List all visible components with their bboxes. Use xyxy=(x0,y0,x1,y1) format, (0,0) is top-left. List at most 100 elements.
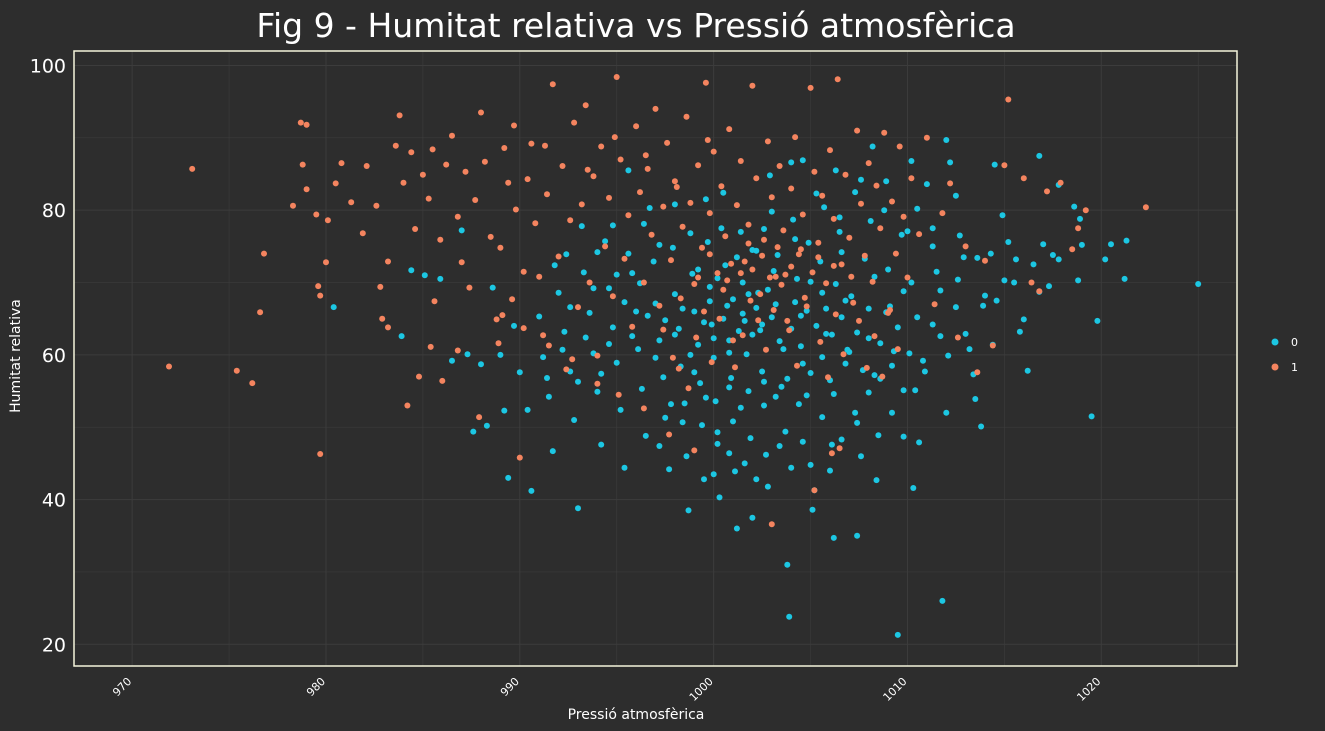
data-point-series-0 xyxy=(733,525,740,532)
legend-marker-0 xyxy=(1271,338,1279,346)
data-point-series-0 xyxy=(1121,275,1128,282)
data-point-series-0 xyxy=(656,443,663,449)
data-point-series-1 xyxy=(728,260,735,267)
data-point-series-0 xyxy=(939,597,946,604)
data-point-series-0 xyxy=(739,279,746,286)
data-point-series-1 xyxy=(466,284,473,291)
data-point-series-0 xyxy=(776,338,783,345)
data-point-series-1 xyxy=(1069,246,1076,253)
data-point-series-0 xyxy=(832,167,839,174)
data-point-series-0 xyxy=(679,419,686,426)
data-point-series-1 xyxy=(764,138,771,145)
data-point-series-1 xyxy=(511,122,517,129)
data-point-series-1 xyxy=(786,327,793,334)
data-point-series-0 xyxy=(807,370,814,376)
data-point-series-1 xyxy=(840,351,847,358)
data-point-series-0 xyxy=(852,409,859,416)
data-point-series-0 xyxy=(788,464,795,471)
data-point-series-1 xyxy=(569,356,576,363)
data-point-series-0 xyxy=(629,270,636,277)
data-point-series-0 xyxy=(1049,252,1056,258)
data-point-series-0 xyxy=(702,394,709,401)
data-point-series-1 xyxy=(609,293,616,300)
data-point-series-1 xyxy=(481,158,488,165)
data-point-series-0 xyxy=(683,453,690,460)
data-point-series-1 xyxy=(799,211,806,218)
data-point-series-1 xyxy=(865,160,872,167)
data-point-series-1 xyxy=(836,445,843,452)
data-point-series-0 xyxy=(598,370,605,377)
data-point-series-1 xyxy=(745,240,752,247)
data-point-series-0 xyxy=(437,275,444,282)
data-point-series-0 xyxy=(828,331,835,338)
data-point-series-0 xyxy=(739,310,746,317)
data-point-series-1 xyxy=(297,119,304,126)
data-point-series-0 xyxy=(871,372,878,379)
data-point-series-0 xyxy=(559,346,566,353)
data-point-series-1 xyxy=(871,333,878,340)
data-point-series-0 xyxy=(606,285,612,292)
data-point-series-0 xyxy=(830,391,837,397)
data-point-series-0 xyxy=(813,322,820,329)
data-point-series-0 xyxy=(770,268,777,274)
data-point-series-0 xyxy=(594,249,601,256)
data-point-series-1 xyxy=(739,332,746,339)
data-point-series-1 xyxy=(904,274,911,281)
data-point-series-0 xyxy=(528,487,535,494)
data-point-series-1 xyxy=(613,74,620,80)
data-point-series-1 xyxy=(1075,225,1082,232)
data-point-series-1 xyxy=(693,334,700,341)
data-point-series-0 xyxy=(865,305,872,312)
data-point-series-0 xyxy=(710,335,717,342)
data-point-series-1 xyxy=(879,373,886,380)
data-point-series-1 xyxy=(873,182,880,189)
data-point-series-0 xyxy=(842,360,849,367)
data-point-series-0 xyxy=(828,441,835,448)
data-point-series-1 xyxy=(377,283,384,290)
data-point-series-0 xyxy=(867,218,874,224)
data-point-series-1 xyxy=(673,184,680,190)
data-point-series-0 xyxy=(575,378,581,385)
data-point-series-0 xyxy=(766,172,773,179)
data-point-series-0 xyxy=(819,414,826,421)
data-point-series-1 xyxy=(400,179,407,186)
data-point-series-1 xyxy=(385,324,391,331)
data-point-series-0 xyxy=(1024,367,1031,374)
data-point-series-0 xyxy=(778,383,785,390)
data-point-series-0 xyxy=(483,422,490,429)
data-point-series-0 xyxy=(681,400,688,407)
data-point-series-1 xyxy=(392,142,399,149)
data-point-series-1 xyxy=(989,342,996,349)
data-point-series-0 xyxy=(753,476,760,483)
data-point-series-0 xyxy=(652,354,659,361)
data-point-series-0 xyxy=(821,204,828,211)
data-point-series-1 xyxy=(797,246,804,253)
data-point-series-0 xyxy=(735,328,742,334)
data-point-series-0 xyxy=(972,396,979,402)
data-point-series-1 xyxy=(704,137,711,143)
data-point-series-0 xyxy=(865,335,872,342)
data-point-series-0 xyxy=(782,428,789,435)
data-point-series-1 xyxy=(563,366,570,373)
data-point-series-0 xyxy=(937,333,944,340)
data-point-series-0 xyxy=(706,283,713,290)
data-point-series-0 xyxy=(894,631,901,638)
data-point-series-0 xyxy=(691,369,698,376)
data-point-series-1 xyxy=(545,342,552,349)
plot-points xyxy=(166,74,1202,638)
data-point-series-0 xyxy=(704,239,711,245)
data-point-series-0 xyxy=(687,351,694,358)
data-point-series-0 xyxy=(776,443,783,449)
x-axis-label: Pressió atmosfèrica xyxy=(568,707,705,723)
data-point-series-1 xyxy=(858,200,864,207)
data-point-series-1 xyxy=(766,274,773,281)
data-point-series-1 xyxy=(749,266,756,273)
data-point-series-1 xyxy=(772,273,779,280)
data-point-series-1 xyxy=(815,239,822,246)
data-point-series-1 xyxy=(699,244,705,251)
data-point-series-1 xyxy=(962,243,969,250)
data-point-series-0 xyxy=(954,276,961,283)
data-point-series-0 xyxy=(900,387,907,394)
data-point-series-0 xyxy=(638,385,645,392)
